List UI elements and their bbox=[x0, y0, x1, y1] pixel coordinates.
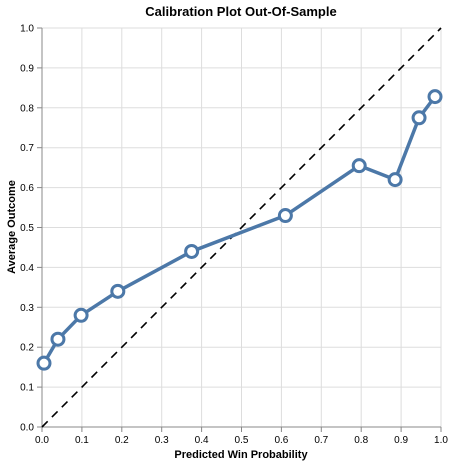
x-axis-title: Predicted Win Probability bbox=[174, 449, 308, 461]
y-tick-label: 1.0 bbox=[20, 24, 34, 35]
y-tick-label: 0.9 bbox=[20, 63, 34, 74]
data-point bbox=[73, 307, 89, 323]
data-point bbox=[411, 110, 427, 126]
series-layer bbox=[36, 89, 443, 371]
x-tick-label: 0.7 bbox=[314, 435, 328, 446]
y-tick-label: 0.2 bbox=[20, 343, 34, 354]
x-tick-label: 0.4 bbox=[195, 435, 209, 446]
reference-line-layer bbox=[41, 27, 442, 428]
data-point bbox=[277, 208, 293, 224]
y-tick-label: 0.7 bbox=[20, 143, 34, 154]
data-point bbox=[50, 331, 66, 347]
x-tick-label: 1.0 bbox=[434, 435, 448, 446]
data-point bbox=[351, 158, 367, 174]
x-tick-label: 0.1 bbox=[75, 435, 89, 446]
y-tick-label: 0.0 bbox=[20, 423, 34, 434]
data-point bbox=[387, 172, 403, 188]
series-line bbox=[42, 95, 437, 365]
data-point bbox=[110, 283, 126, 299]
chart-title: Calibration Plot Out-Of-Sample bbox=[145, 4, 336, 19]
y-tick-label: 0.1 bbox=[20, 383, 34, 394]
y-tick-label: 0.3 bbox=[20, 303, 34, 314]
x-tick-label: 0.3 bbox=[155, 435, 169, 446]
axes: 0.0 0.1 0.2 0.3 0.4 0.5 0.6 0.7 0.8 0.9 1.0 0.0 0.1 0… bbox=[20, 24, 448, 447]
x-tick-label: 0.9 bbox=[394, 435, 408, 446]
y-axis-title: Average Outcome bbox=[6, 180, 18, 274]
y-tick-label: 0.5 bbox=[20, 223, 34, 234]
x-tick-label: 0.8 bbox=[354, 435, 368, 446]
data-point bbox=[427, 89, 443, 105]
y-tick-label: 0.8 bbox=[20, 103, 34, 114]
y-tick-label: 0.4 bbox=[20, 263, 34, 274]
x-tick-label: 0.5 bbox=[235, 435, 249, 446]
diagonal-reference-line bbox=[41, 27, 442, 428]
y-tick-label: 0.6 bbox=[20, 183, 34, 194]
x-tick-label: 0.2 bbox=[115, 435, 129, 446]
data-point bbox=[184, 243, 200, 259]
data-point bbox=[36, 355, 52, 371]
x-tick-label: 0.6 bbox=[274, 435, 288, 446]
x-tick-label: 0.0 bbox=[35, 435, 49, 446]
